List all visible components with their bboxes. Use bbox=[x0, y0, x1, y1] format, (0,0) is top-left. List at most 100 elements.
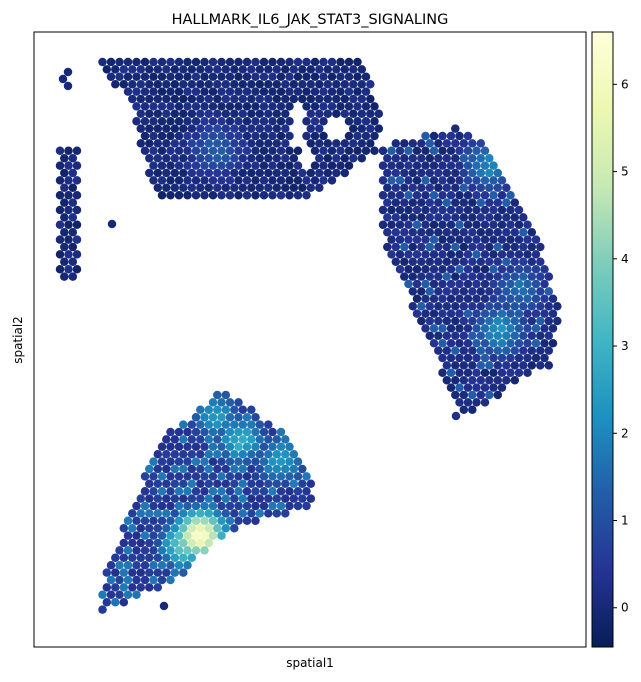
spot bbox=[451, 257, 460, 267]
spot bbox=[145, 583, 154, 592]
spot bbox=[72, 161, 82, 170]
spot bbox=[225, 457, 235, 466]
spot bbox=[238, 435, 248, 444]
spot bbox=[536, 316, 545, 326]
spot bbox=[459, 405, 469, 415]
spot bbox=[230, 449, 239, 459]
spot bbox=[264, 139, 273, 148]
spot bbox=[519, 257, 528, 267]
spot bbox=[455, 383, 464, 392]
spot bbox=[502, 242, 511, 252]
spot bbox=[179, 183, 188, 193]
spot bbox=[442, 301, 452, 311]
spot bbox=[191, 102, 201, 111]
spot bbox=[259, 501, 269, 511]
spot bbox=[153, 94, 163, 104]
spot bbox=[157, 131, 167, 141]
spot bbox=[221, 109, 231, 119]
spot bbox=[264, 168, 273, 178]
spot bbox=[166, 161, 175, 170]
spot bbox=[340, 139, 350, 148]
spot bbox=[383, 168, 392, 178]
spot bbox=[259, 87, 269, 96]
spot bbox=[514, 294, 524, 304]
spot bbox=[145, 479, 154, 489]
spot bbox=[497, 383, 507, 392]
spot bbox=[140, 486, 150, 496]
spot bbox=[187, 94, 197, 104]
spot bbox=[489, 324, 498, 333]
spot bbox=[200, 501, 209, 511]
spot bbox=[136, 553, 146, 563]
spot bbox=[102, 597, 112, 607]
spot bbox=[251, 87, 260, 96]
spot bbox=[404, 190, 413, 200]
spot bbox=[191, 516, 201, 526]
spot bbox=[353, 116, 362, 126]
spot bbox=[259, 161, 269, 170]
spot bbox=[174, 516, 184, 526]
spot bbox=[255, 65, 265, 74]
spot bbox=[213, 109, 222, 119]
spot bbox=[191, 146, 201, 156]
spot bbox=[179, 464, 188, 474]
spot bbox=[145, 109, 154, 119]
spot bbox=[217, 531, 226, 540]
spot bbox=[149, 131, 158, 141]
spot bbox=[493, 331, 503, 341]
spot bbox=[485, 198, 494, 207]
spot bbox=[111, 553, 120, 563]
spot bbox=[353, 87, 362, 96]
spot bbox=[497, 353, 507, 363]
spot bbox=[412, 250, 422, 259]
spot bbox=[302, 72, 311, 82]
spot bbox=[174, 146, 184, 156]
spot bbox=[429, 294, 439, 304]
spot bbox=[251, 516, 260, 526]
spot bbox=[378, 205, 388, 215]
spot bbox=[315, 94, 324, 104]
spot bbox=[459, 390, 469, 400]
spot bbox=[115, 546, 124, 555]
spot bbox=[476, 257, 486, 267]
spot bbox=[234, 57, 243, 67]
spot bbox=[191, 442, 201, 452]
spot bbox=[111, 583, 120, 592]
spot bbox=[289, 153, 299, 163]
spot bbox=[179, 109, 188, 119]
spot bbox=[153, 464, 163, 474]
spot bbox=[493, 287, 503, 296]
spot bbox=[446, 205, 456, 215]
spot bbox=[162, 124, 171, 133]
spot bbox=[63, 81, 73, 91]
chart-title: HALLMARK_IL6_JAK_STAT3_SIGNALING bbox=[172, 12, 449, 28]
spot bbox=[64, 235, 73, 244]
spot bbox=[213, 390, 222, 400]
spot bbox=[242, 457, 252, 466]
spot bbox=[302, 131, 311, 141]
spot bbox=[183, 190, 192, 200]
spot bbox=[506, 264, 515, 274]
spot bbox=[434, 183, 443, 193]
spot bbox=[187, 420, 197, 429]
spot bbox=[111, 65, 120, 74]
spot bbox=[208, 72, 218, 82]
spot bbox=[145, 494, 154, 503]
spot bbox=[438, 250, 447, 259]
spot bbox=[268, 146, 277, 156]
spot bbox=[281, 139, 290, 148]
spot bbox=[191, 501, 201, 511]
spot bbox=[72, 220, 82, 230]
spot bbox=[183, 516, 192, 526]
spot bbox=[157, 190, 167, 200]
spot bbox=[289, 464, 299, 474]
spot bbox=[255, 435, 265, 444]
spot bbox=[251, 457, 260, 466]
spot bbox=[293, 146, 303, 156]
spot bbox=[166, 190, 175, 200]
spot bbox=[234, 472, 243, 481]
spot bbox=[153, 553, 163, 563]
spot bbox=[548, 324, 558, 333]
spot bbox=[327, 57, 337, 67]
spot bbox=[259, 72, 269, 82]
